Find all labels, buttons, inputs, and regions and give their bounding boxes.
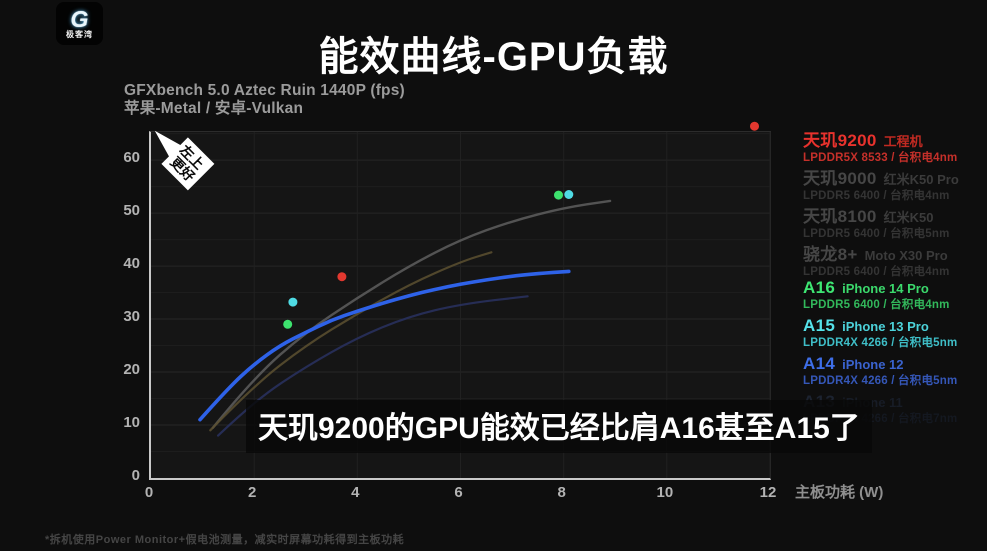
x-tick-10: 10 bbox=[656, 484, 674, 501]
point-a16 bbox=[554, 190, 563, 200]
better-top-left-badge: 左上 更好 bbox=[154, 130, 215, 191]
legend-item-d9200: 天玑9200 工程机 LPDDR5X 8533 / 台积电4nm bbox=[803, 126, 985, 164]
curve-a14 bbox=[198, 269, 571, 422]
y-tick-0: 0 bbox=[131, 467, 140, 484]
legend-chip-name: 天玑8100 bbox=[803, 207, 877, 226]
legend-memory-process: LPDDR5 6400 / 台积电4nm bbox=[803, 190, 950, 202]
chart-legend: 天玑9200 工程机 LPDDR5X 8533 / 台积电4nm 天玑9000 红米K5… bbox=[803, 126, 985, 430]
y-tick-20: 20 bbox=[123, 361, 140, 379]
measurement-footnote: *拆机使用Power Monitor+假电池测量，减实时屏幕功耗得到主板功耗 bbox=[45, 534, 405, 546]
legend-chip-name: 骁龙8+ bbox=[803, 245, 858, 264]
curve-d9000 bbox=[209, 251, 493, 432]
legend-memory-process: LPDDR5X 8533 / 台积电4nm bbox=[803, 152, 958, 164]
legend-chip-name: 天玑9000 bbox=[803, 169, 877, 188]
legend-item-d9000: 天玑9000 红米K50 Pro LPDDR5 6400 / 台积电4nm bbox=[803, 164, 985, 202]
legend-device-name: iPhone 12 bbox=[842, 357, 904, 372]
x-tick-4: 4 bbox=[351, 484, 360, 501]
legend-chip-name: A15 bbox=[803, 316, 836, 335]
geekerwan-logo: G 极客湾 bbox=[56, 2, 103, 45]
legend-memory-process: LPDDR5 6400 / 台积电4nm bbox=[803, 299, 950, 311]
x-tick-2: 2 bbox=[247, 484, 257, 501]
y-tick-50: 50 bbox=[123, 202, 140, 220]
svg-text:左上 更好: 左上 更好 bbox=[165, 141, 210, 186]
y-tick-60: 60 bbox=[123, 149, 140, 167]
point-a16 bbox=[283, 319, 293, 329]
legend-memory-process: LPDDR4X 4266 / 台积电5nm bbox=[803, 375, 958, 387]
legend-chip-name: A14 bbox=[803, 354, 836, 373]
x-tick-8: 8 bbox=[557, 484, 566, 501]
legend-item-a16: A16 iPhone 14 Pro LPDDR5 6400 / 台积电4nm bbox=[803, 278, 985, 311]
page-title: 能效曲线-GPU负载 bbox=[318, 35, 669, 79]
curve-d8100 bbox=[217, 295, 529, 437]
y-tick-30: 30 bbox=[123, 308, 140, 326]
legend-device-name: Moto X30 Pro bbox=[864, 248, 948, 263]
legend-memory-process: LPDDR4X 4266 / 台积电5nm bbox=[803, 337, 958, 349]
point-a15 bbox=[564, 190, 574, 199]
point-d9200 bbox=[750, 121, 759, 131]
legend-item-sd8plus: 骁龙8+ Moto X30 Pro LPDDR5 6400 / 台积电4nm bbox=[803, 240, 985, 278]
legend-item-d8100: 天玑8100 红米K50 LPDDR5 6400 / 台积电5nm bbox=[803, 202, 985, 240]
legend-memory-process: LPDDR5 6400 / 台积电5nm bbox=[803, 228, 950, 240]
legend-item-a15: A15 iPhone 13 Pro LPDDR4X 4266 / 台积电5nm bbox=[803, 316, 985, 349]
legend-device-name: 红米K50 bbox=[883, 210, 934, 225]
y-tick-40: 40 bbox=[123, 255, 140, 273]
x-tick-6: 6 bbox=[454, 484, 463, 501]
curve-sd8plus bbox=[211, 199, 612, 429]
point-a15 bbox=[288, 297, 298, 307]
geekerwan-logo-brand: 极客湾 bbox=[66, 30, 93, 39]
x-tick-12: 12 bbox=[759, 484, 777, 501]
legend-chip-name: A16 bbox=[803, 278, 836, 297]
legend-chip-name: 天玑9200 bbox=[803, 131, 877, 150]
geekerwan-logo-g-icon: G bbox=[70, 6, 89, 32]
legend-memory-process: LPDDR5 6400 / 台积电4nm bbox=[803, 266, 950, 278]
chart-test-subtitle: GFXbench 5.0 Aztec Ruin 1440P (fps) 苹果-M… bbox=[124, 82, 405, 118]
legend-device-name: 工程机 bbox=[883, 134, 923, 149]
legend-device-name: iPhone 14 Pro bbox=[842, 281, 929, 296]
subtitle-overlay: 天玑9200的GPU能效已经比肩A16甚至A15了 bbox=[246, 400, 872, 453]
arrow-up-left-icon bbox=[154, 130, 215, 191]
legend-device-name: iPhone 13 Pro bbox=[842, 319, 929, 334]
point-d9200 bbox=[337, 272, 347, 282]
x-axis-title: 主板功耗 (W) bbox=[795, 484, 884, 501]
x-tick-0: 0 bbox=[144, 484, 154, 501]
chart-test-name: GFXbench 5.0 Aztec Ruin 1440P (fps) bbox=[124, 82, 405, 99]
y-tick-10: 10 bbox=[123, 414, 140, 431]
legend-device-name: 红米K50 Pro bbox=[883, 172, 959, 187]
legend-item-a14: A14 iPhone 12 LPDDR4X 4266 / 台积电5nm bbox=[803, 354, 985, 387]
chart-api-note: 苹果-Metal / 安卓-Vulkan bbox=[124, 100, 304, 117]
